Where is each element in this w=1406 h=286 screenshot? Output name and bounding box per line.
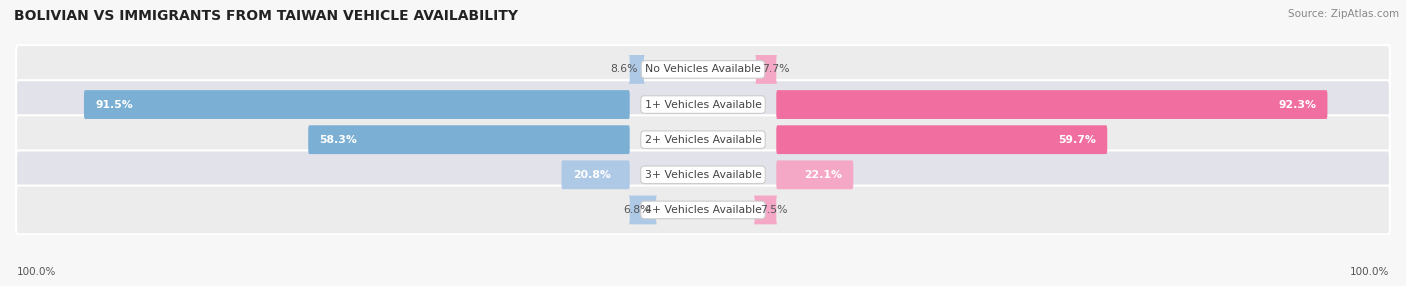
Text: 7.7%: 7.7% [762,64,789,74]
FancyBboxPatch shape [754,196,778,224]
Text: 58.3%: 58.3% [319,135,357,145]
FancyBboxPatch shape [15,80,1391,129]
FancyBboxPatch shape [15,186,1391,234]
Text: 100.0%: 100.0% [1350,267,1389,277]
FancyBboxPatch shape [15,115,1391,164]
FancyBboxPatch shape [755,55,778,84]
Text: 7.5%: 7.5% [761,205,787,215]
FancyBboxPatch shape [776,160,853,189]
FancyBboxPatch shape [15,150,1391,199]
Text: 91.5%: 91.5% [96,100,132,110]
FancyBboxPatch shape [561,160,630,189]
Text: 20.8%: 20.8% [572,170,610,180]
FancyBboxPatch shape [628,196,657,224]
Text: 8.6%: 8.6% [610,64,638,74]
FancyBboxPatch shape [776,90,1327,119]
FancyBboxPatch shape [776,125,1108,154]
Text: 1+ Vehicles Available: 1+ Vehicles Available [644,100,762,110]
Text: BOLIVIAN VS IMMIGRANTS FROM TAIWAN VEHICLE AVAILABILITY: BOLIVIAN VS IMMIGRANTS FROM TAIWAN VEHIC… [14,9,517,23]
Text: 4+ Vehicles Available: 4+ Vehicles Available [644,205,762,215]
Text: 59.7%: 59.7% [1059,135,1097,145]
Text: 3+ Vehicles Available: 3+ Vehicles Available [644,170,762,180]
Text: 92.3%: 92.3% [1278,100,1316,110]
FancyBboxPatch shape [15,45,1391,94]
Text: No Vehicles Available: No Vehicles Available [645,64,761,74]
Text: 100.0%: 100.0% [17,267,56,277]
Text: 2+ Vehicles Available: 2+ Vehicles Available [644,135,762,145]
FancyBboxPatch shape [84,90,630,119]
Text: 6.8%: 6.8% [623,205,651,215]
FancyBboxPatch shape [308,125,630,154]
FancyBboxPatch shape [628,55,645,84]
Text: 22.1%: 22.1% [804,170,842,180]
Text: Source: ZipAtlas.com: Source: ZipAtlas.com [1288,9,1399,19]
